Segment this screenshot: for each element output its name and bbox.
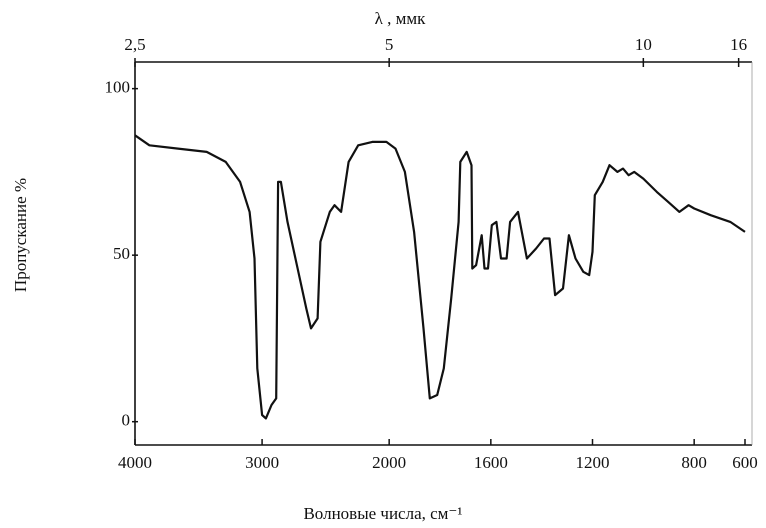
y-tick-label: 0 <box>122 411 131 430</box>
top-x-tick-label: 2,5 <box>124 35 145 54</box>
top-axis-title: λ , ммк <box>375 9 427 28</box>
y-tick-label: 50 <box>113 244 130 263</box>
x-tick-label: 1600 <box>474 453 508 472</box>
spectrum-line <box>134 134 746 420</box>
top-x-tick-label: 16 <box>730 35 747 54</box>
x-tick-label: 2000 <box>372 453 406 472</box>
top-x-tick-label: 5 <box>385 35 394 54</box>
x-tick-label: 600 <box>732 453 758 472</box>
x-tick-label: 800 <box>681 453 707 472</box>
top-x-tick-label: 10 <box>635 35 652 54</box>
y-axis-title: Пропускание % <box>11 178 30 292</box>
x-tick-label: 1200 <box>576 453 610 472</box>
y-tick-label: 100 <box>105 78 131 97</box>
x-tick-label: 3000 <box>245 453 279 472</box>
x-axis-title: Волновые числа, см⁻¹ <box>303 504 462 523</box>
x-tick-label: 4000 <box>118 453 152 472</box>
